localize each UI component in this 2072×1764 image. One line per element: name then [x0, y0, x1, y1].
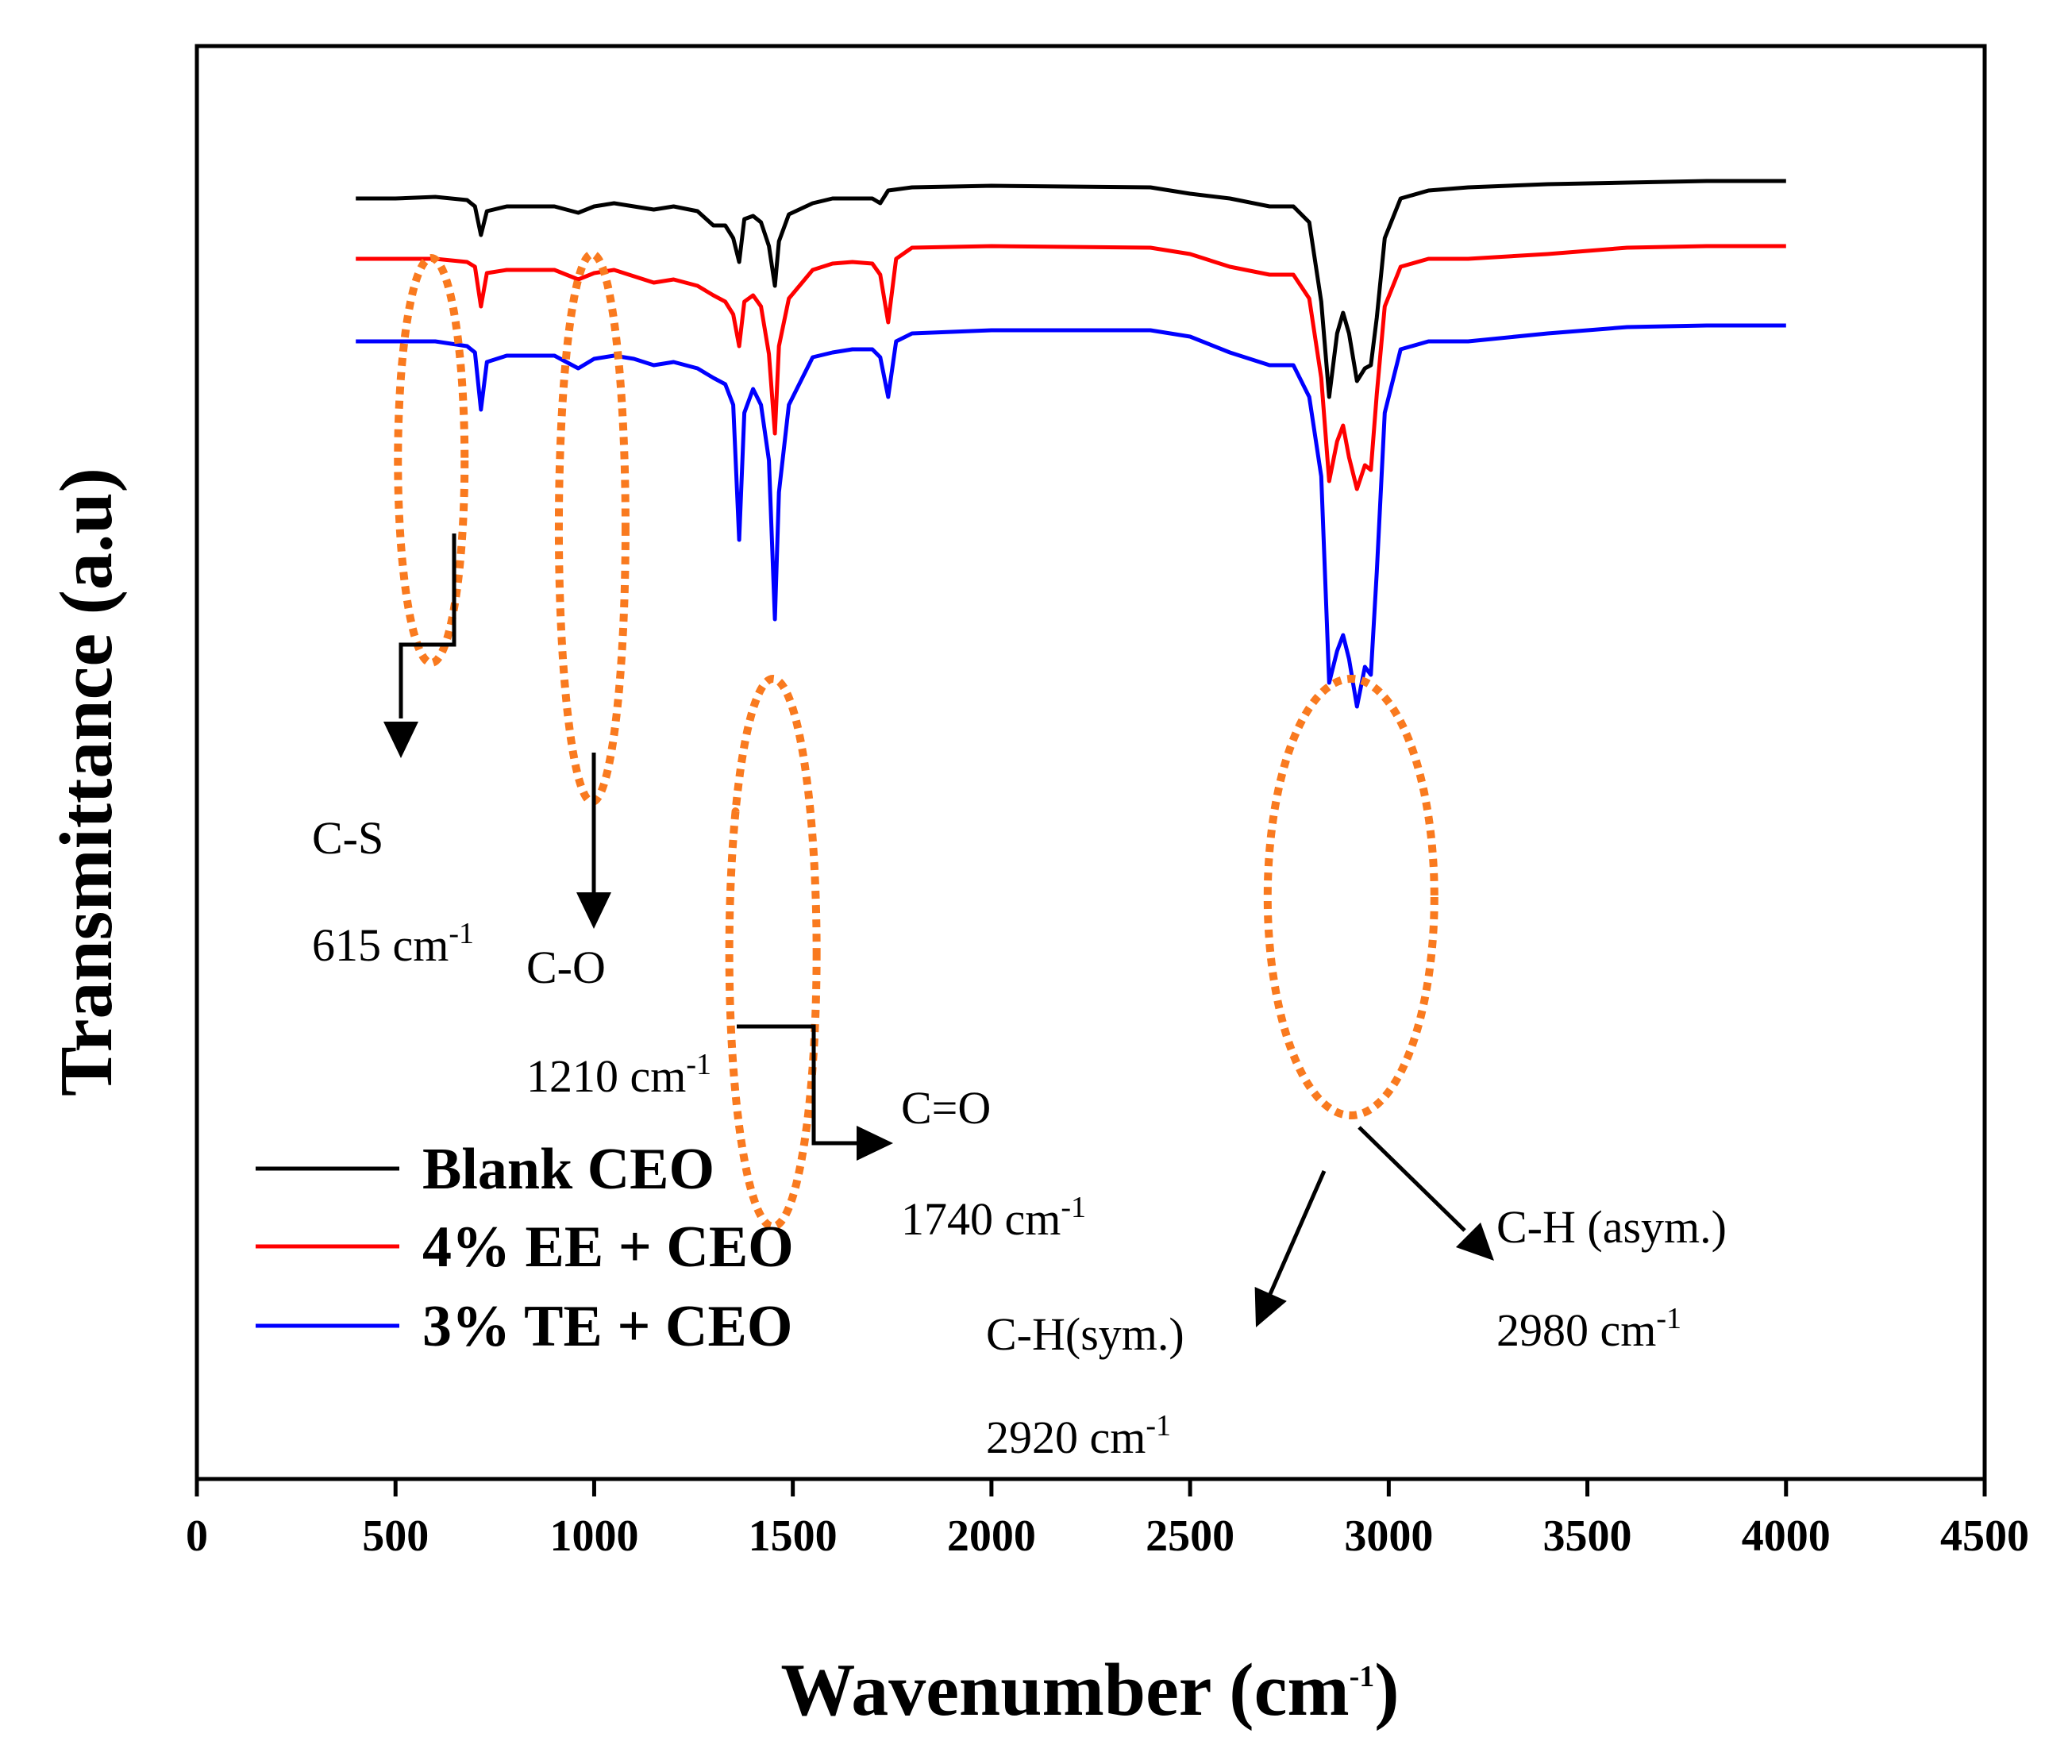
arrow-ch-sym [1268, 1169, 1327, 1296]
x-tick-label: 2500 [1146, 1512, 1234, 1561]
annotation-wavenumber-value: 2980 cm [1496, 1304, 1656, 1356]
highlight-ellipse-cs [394, 254, 469, 667]
x-tick-label: 2000 [947, 1512, 1036, 1561]
annotation-wavenumber-sup: -1 [1061, 1191, 1086, 1224]
annotation-wavenumber-sup: -1 [1656, 1302, 1681, 1335]
x-axis-title: Wavenumber (cm-1) [780, 1649, 1399, 1731]
x-tick-label: 0 [186, 1512, 208, 1561]
highlight-ellipse-c=o [725, 675, 821, 1231]
x-axis-title-main: Wavenumber (cm [780, 1649, 1349, 1731]
series-line-2 [356, 323, 1786, 709]
x-tick-label: 3500 [1543, 1512, 1632, 1561]
x-tick-label: 3000 [1344, 1512, 1433, 1561]
highlight-ellipse-co [554, 250, 630, 806]
x-axis-title-sup: -1 [1350, 1660, 1375, 1693]
annotation-wavenumber-sup: -1 [1146, 1409, 1171, 1442]
series-line-1 [356, 244, 1786, 491]
arrow-cs [399, 533, 456, 718]
x-axis-ticks: 0 500 1000 1500 2000 2500 3000 3500 4000 4500 [186, 1479, 2029, 1561]
highlight-ellipse-ch [1263, 675, 1438, 1119]
arrow-ch-asym [1358, 1126, 1466, 1232]
arrow-head-co [576, 892, 611, 929]
annotation-wavenumber: 615 cm-1 [312, 917, 474, 971]
y-axis-title: Transmittance (a.u) [45, 468, 128, 1096]
annotation-wavenumber-value: 1210 cm [526, 1050, 686, 1102]
annotation-wavenumber: 1210 cm-1 [526, 1048, 711, 1102]
legend-label-ee: 4% EE + CEO [422, 1215, 794, 1280]
annotation-wavenumber: 1740 cm-1 [901, 1191, 1086, 1245]
annotation-wavenumber-value: 2920 cm [986, 1412, 1146, 1463]
annotation-label: C-O [526, 942, 606, 993]
annotation-label: C=O [901, 1082, 991, 1134]
annotation-wavenumber: 2980 cm-1 [1496, 1302, 1681, 1356]
legend-label-te: 3% TE + CEO [422, 1294, 792, 1359]
x-tick-label: 4000 [1742, 1512, 1831, 1561]
plot-frame [194, 44, 1987, 1481]
annotation-wavenumber-sup: -1 [449, 917, 474, 950]
legend: Blank CEO 4% EE + CEO 3% TE + CEO [256, 1137, 794, 1359]
annotation-wavenumber-value: 615 cm [312, 919, 449, 971]
annotation-label: C-H (asym.) [1496, 1201, 1727, 1253]
legend-label-blank: Blank CEO [422, 1137, 714, 1202]
arrow-head-c=o [857, 1126, 893, 1161]
x-tick-label: 500 [362, 1512, 429, 1561]
annotation-wavenumber-value: 1740 cm [901, 1193, 1061, 1245]
arrow-head-cs [383, 722, 418, 758]
annotation-label: C-S [312, 812, 383, 864]
annotation-wavenumber-sup: -1 [686, 1048, 711, 1081]
series-group [356, 179, 1786, 709]
arrow-c=o [737, 1024, 857, 1146]
x-tick-label: 4500 [1940, 1512, 2029, 1561]
arrow-head-ch-asym [1455, 1222, 1494, 1261]
x-tick-label: 1500 [749, 1512, 838, 1561]
series-line-0 [356, 179, 1786, 399]
annotation-wavenumber: 2920 cm-1 [986, 1409, 1171, 1463]
arrow-head-ch-sym [1254, 1287, 1287, 1327]
annotation-label: C-H(sym.) [986, 1308, 1184, 1360]
highlight-ellipses [394, 250, 1438, 1231]
x-tick-label: 1000 [549, 1512, 638, 1561]
x-axis-title-close: ) [1374, 1649, 1399, 1731]
